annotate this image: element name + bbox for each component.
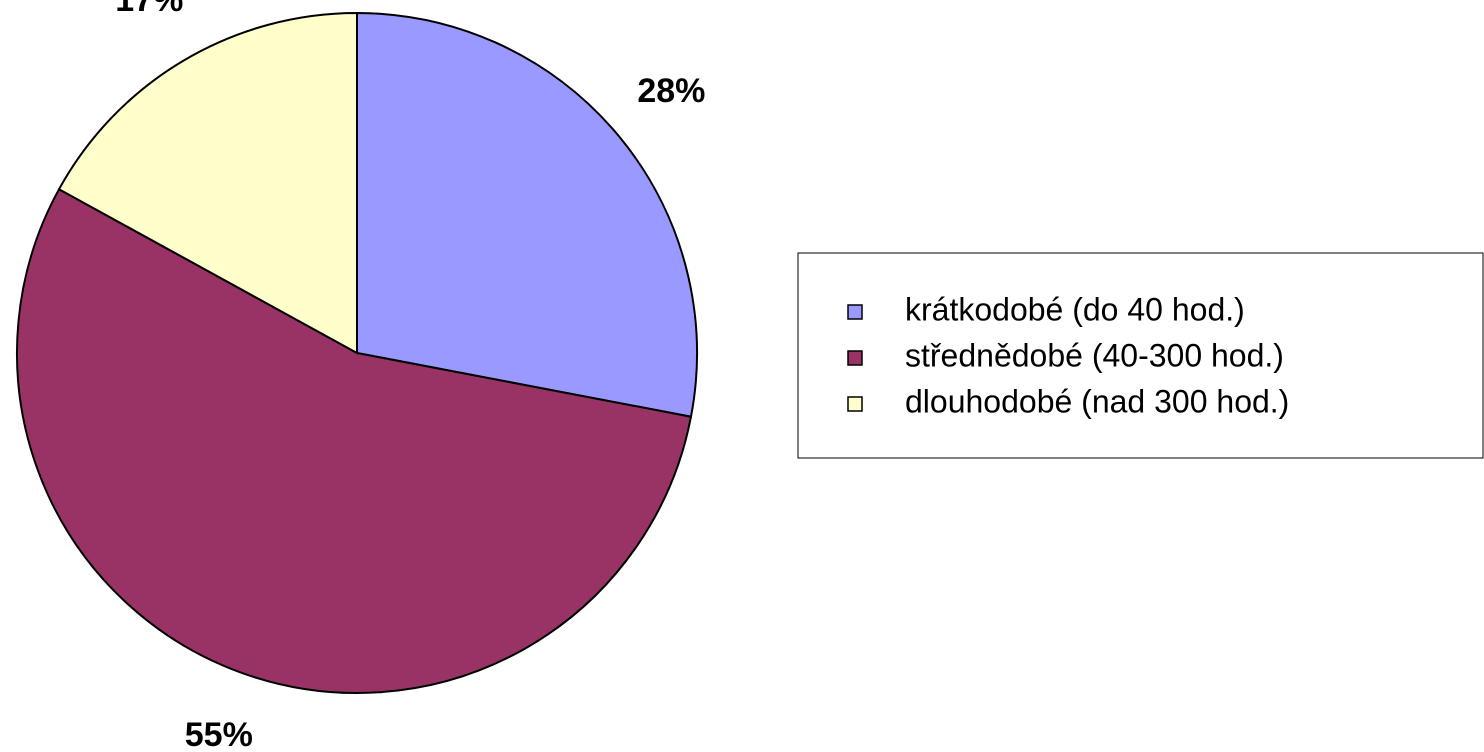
pie-slice bbox=[356, 11, 698, 418]
legend-label: dlouhodobé (nad 300 hod.) bbox=[905, 383, 1289, 419]
pie-slice bbox=[16, 187, 693, 694]
legend-swatch bbox=[847, 396, 863, 412]
legend-label: krátkodobé (do 40 hod.) bbox=[905, 291, 1245, 327]
value-label: 28% bbox=[637, 72, 705, 110]
value-label: 17% bbox=[115, 0, 183, 19]
legend-label: střednědobé (40-300 hod.) bbox=[905, 337, 1284, 373]
value-label: 55% bbox=[185, 716, 253, 752]
legend-box bbox=[797, 252, 1484, 459]
legend-swatch bbox=[847, 350, 863, 366]
pie-slice bbox=[57, 11, 358, 355]
legend-swatch bbox=[847, 304, 863, 320]
